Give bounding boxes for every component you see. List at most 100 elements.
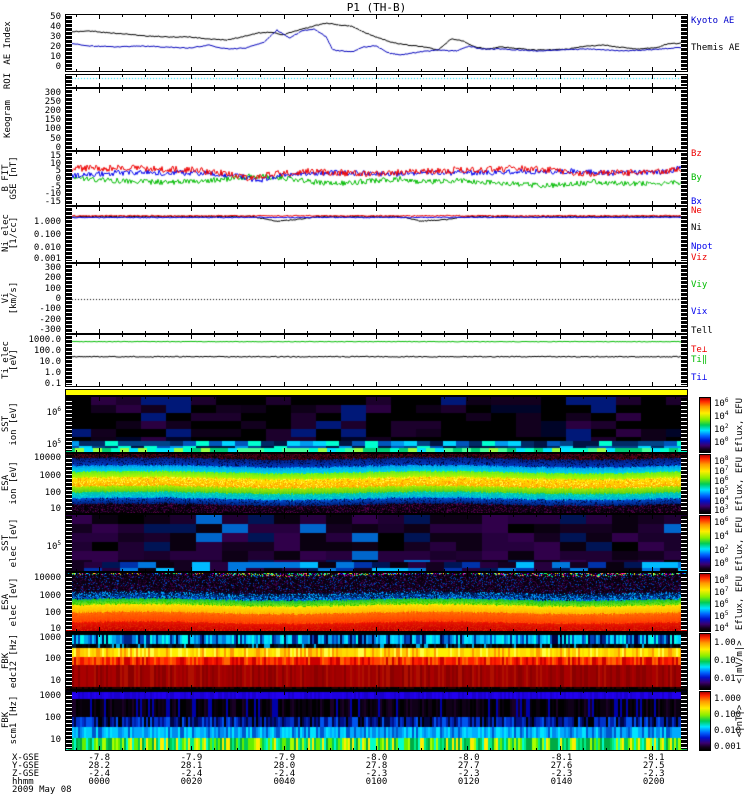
x-tick xyxy=(306,397,308,399)
x-tick xyxy=(329,264,331,266)
x-tick xyxy=(99,15,101,19)
x-tick xyxy=(651,382,653,386)
series-label: Kyoto AE xyxy=(691,16,735,26)
x-tick xyxy=(490,569,492,571)
x-tick xyxy=(145,335,147,337)
x-tick xyxy=(191,67,193,71)
colorbar-tick-label: 1.000 xyxy=(714,694,742,704)
x-tick xyxy=(582,152,584,154)
y-tick-label: 1.0 xyxy=(44,368,61,378)
x-tick xyxy=(444,148,446,150)
panel-left-label: ROI xyxy=(3,72,13,90)
x-tick xyxy=(283,201,285,205)
x-tick xyxy=(467,567,469,571)
x-tick xyxy=(674,264,676,266)
y-axis-ticks-right xyxy=(681,153,687,204)
time-tick-label: 0140 xyxy=(550,777,573,787)
x-tick xyxy=(651,397,653,401)
x-tick xyxy=(191,573,193,577)
y-tick-label: 40 xyxy=(50,22,61,32)
y-tick-label: 50 xyxy=(50,12,61,22)
x-tick xyxy=(513,75,515,77)
x-tick xyxy=(214,633,216,635)
x-tick xyxy=(375,329,377,333)
x-tick xyxy=(398,152,400,154)
x-tick xyxy=(375,258,377,262)
panel-left-label: B FIT GSE [nT] xyxy=(1,156,19,200)
x-tick xyxy=(674,148,676,150)
x-tick xyxy=(605,85,607,87)
x-tick xyxy=(145,148,147,150)
x-tick xyxy=(76,511,78,513)
x-tick xyxy=(329,260,331,262)
y-tick-label: 100 xyxy=(44,284,61,294)
x-tick xyxy=(375,397,377,401)
y-tick-label: 10 xyxy=(50,159,61,169)
x-tick xyxy=(467,448,469,452)
y-axis-ticks-right xyxy=(681,516,687,570)
x-tick xyxy=(168,203,170,205)
x-tick xyxy=(628,264,630,266)
x-tick xyxy=(214,203,216,205)
x-tick xyxy=(444,748,446,750)
x-tick xyxy=(398,454,400,456)
colorbar-unit-label: <|nT|> xyxy=(735,704,745,738)
x-tick xyxy=(352,629,354,631)
x-tick xyxy=(259,89,261,91)
y-tick-label: 15 xyxy=(50,151,61,161)
x-tick xyxy=(99,397,101,401)
x-tick xyxy=(237,85,239,87)
time-tick-label: 0020 xyxy=(180,777,203,787)
y-tick-label: 300 xyxy=(44,88,61,98)
colorbar-tick-label: 102 xyxy=(714,544,729,556)
x-tick xyxy=(490,152,492,154)
x-tick xyxy=(467,75,469,79)
x-tick xyxy=(375,335,377,339)
x-tick xyxy=(214,573,216,575)
x-tick xyxy=(674,573,676,575)
x-tick xyxy=(605,15,607,17)
colorbar xyxy=(699,633,711,690)
x-tick xyxy=(513,569,515,571)
x-tick xyxy=(99,691,101,695)
x-tick xyxy=(76,148,78,150)
colorbar xyxy=(699,691,711,751)
x-tick xyxy=(444,633,446,635)
x-tick xyxy=(513,331,515,333)
x-tick xyxy=(536,633,538,635)
y-axis-ticks-right xyxy=(681,16,687,70)
x-tick xyxy=(605,203,607,205)
x-tick xyxy=(582,75,584,77)
x-tick xyxy=(352,384,354,386)
x-tick xyxy=(536,454,538,456)
x-tick xyxy=(467,573,469,577)
y-tick-label: 0.100 xyxy=(33,230,61,240)
x-tick xyxy=(214,454,216,456)
x-tick xyxy=(191,329,193,333)
x-tick xyxy=(444,629,446,631)
x-tick xyxy=(559,201,561,205)
x-tick xyxy=(490,573,492,575)
x-tick xyxy=(306,75,308,77)
x-tick xyxy=(329,397,331,399)
x-tick xyxy=(329,450,331,452)
x-tick xyxy=(490,454,492,456)
x-tick xyxy=(628,629,630,631)
x-tick xyxy=(259,515,261,517)
ephemeris-value: 28.2 xyxy=(88,761,111,771)
x-tick xyxy=(628,511,630,513)
y-tick-label: -10 xyxy=(44,189,61,199)
x-tick xyxy=(214,384,216,386)
x-tick xyxy=(214,264,216,266)
panel-fbk-scm1-spectrogram xyxy=(65,690,688,751)
x-tick xyxy=(375,685,377,689)
x-tick xyxy=(375,746,377,750)
x-tick xyxy=(467,685,469,689)
x-tick xyxy=(168,85,170,87)
x-tick xyxy=(145,629,147,631)
hhmm-row-label: hhmm xyxy=(12,777,34,787)
x-tick xyxy=(99,152,101,156)
x-tick xyxy=(191,201,193,205)
x-tick xyxy=(122,69,124,71)
x-tick xyxy=(306,15,308,17)
